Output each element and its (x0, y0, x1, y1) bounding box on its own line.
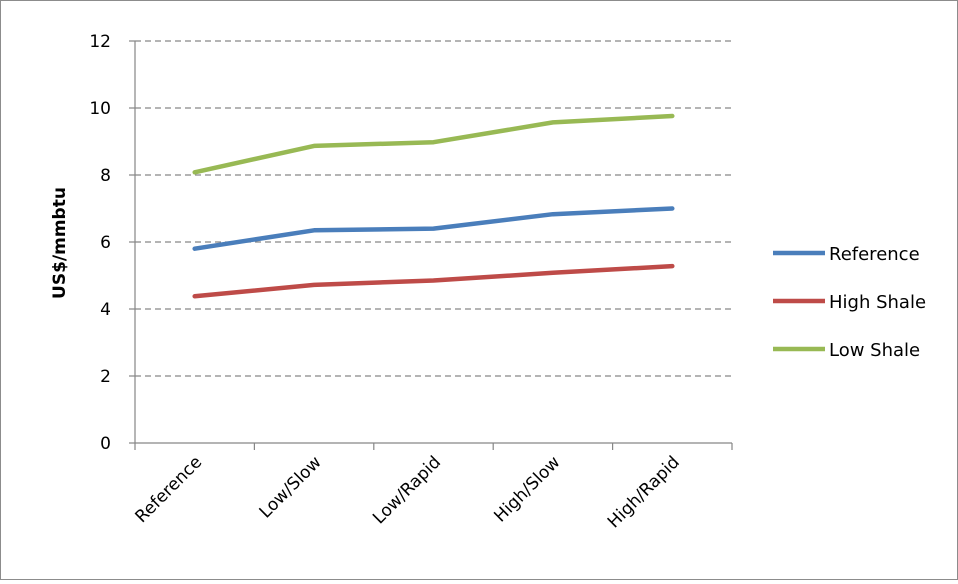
y-tick-label: 2 (100, 367, 111, 387)
y-tick-labels: 0 2 4 6 8 10 12 (89, 32, 111, 454)
x-tick-label: High/Rapid (604, 452, 684, 532)
legend-label: High Shale (829, 292, 926, 313)
x-tick-labels: Reference Low/Slow Low/Rapid High/Slow High/… (132, 452, 684, 532)
y-tick-label: 0 (100, 434, 111, 454)
x-tick-label: Low/Rapid (369, 452, 445, 528)
x-tick-label: High/Slow (490, 452, 564, 526)
series-line (192, 113, 675, 175)
x-tick-label: Reference (132, 452, 207, 527)
series-line (192, 263, 675, 299)
y-tick-label: 10 (89, 99, 111, 119)
y-tick-label: 12 (89, 32, 111, 52)
legend-label: Reference (829, 244, 920, 265)
y-tick-label: 4 (100, 300, 111, 320)
y-axis-title: US$/mmbtu (50, 187, 70, 299)
legend: Reference High Shale Low Shale (773, 244, 926, 361)
y-tick-label: 6 (100, 233, 111, 253)
axes (129, 40, 733, 450)
y-tick-label: 8 (100, 166, 111, 186)
series-line (192, 206, 675, 251)
legend-label: Low Shale (829, 340, 920, 361)
series-lines (192, 113, 675, 299)
x-tick-label: Low/Slow (256, 452, 326, 522)
